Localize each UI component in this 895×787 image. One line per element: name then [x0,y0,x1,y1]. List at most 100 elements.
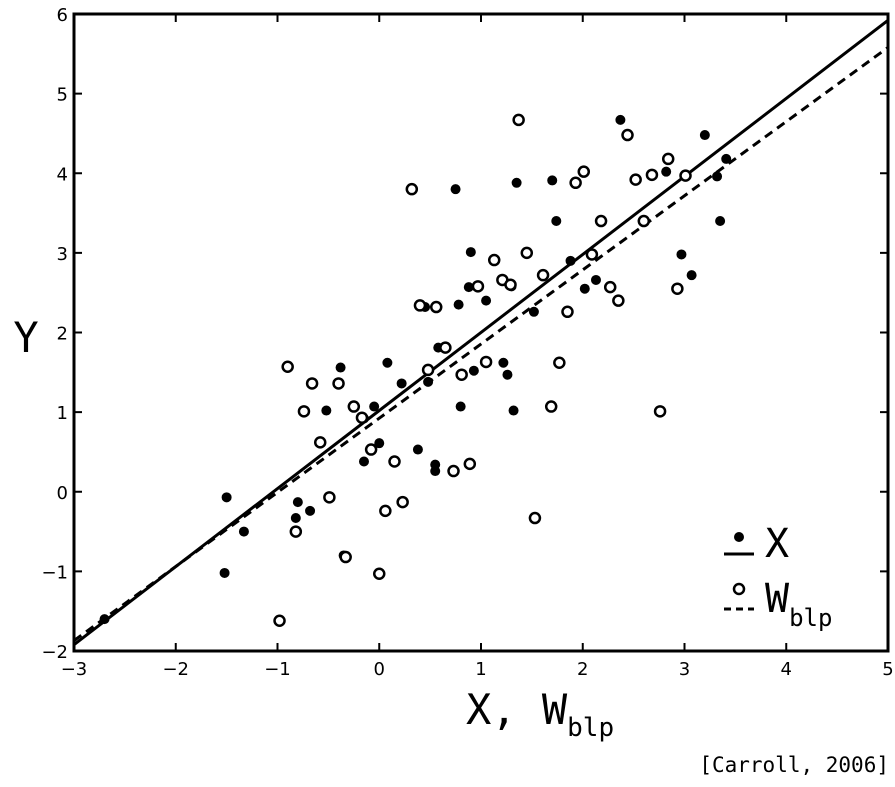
y-tick-label-8: 6 [57,5,68,26]
x-tick-label-7: 4 [781,659,792,680]
point-w-4 [305,377,319,390]
point-x-32 [508,405,519,416]
y-tick-label-2: 0 [57,483,68,504]
x-axis-label-subscript: blp [567,713,614,743]
point-w-21 [447,464,460,478]
legend: X Wblp [724,521,832,632]
point-w-33 [544,400,558,413]
point-x-41 [661,166,672,177]
point-w-9 [347,400,361,413]
point-w-17 [413,299,427,312]
x-tick-label-3: 0 [374,659,385,680]
point-x-23 [453,299,464,310]
point-x-43 [686,270,697,281]
point-x-29 [498,357,509,368]
point-w-38 [585,248,599,261]
point-w-34 [553,356,566,370]
point-w-14 [388,455,401,468]
point-w-0 [273,614,286,627]
point-w-5 [313,436,327,449]
y-tick-label-3: 1 [57,403,68,424]
point-x-11 [369,401,380,412]
point-w-26 [487,253,501,267]
point-w-32 [536,268,550,282]
x-tick-label-8: 5 [882,659,893,680]
point-w-2 [289,525,303,538]
point-x-18 [423,376,434,387]
point-x-33 [511,177,522,188]
point-w-41 [612,294,625,307]
point-w-39 [594,214,608,228]
point-x-30 [502,369,513,380]
point-x-7 [321,405,332,416]
point-x-42 [676,249,687,260]
point-x-38 [579,283,590,294]
point-w-10 [355,411,369,424]
point-w-48 [671,282,684,295]
point-w-47 [661,152,675,166]
x-axis-label: X, Wblp [466,685,614,743]
point-w-37 [577,165,591,178]
point-w-40 [603,280,617,294]
point-x-36 [551,216,562,227]
y-axis-label: Y [13,313,38,362]
point-x-12 [374,438,385,449]
point-x-44 [699,130,710,141]
point-w-12 [373,567,386,581]
point-w-13 [379,504,392,518]
point-w-6 [323,491,336,504]
legend-label-w-subscript: blp [789,604,832,632]
y-tick-label-4: 2 [57,324,68,345]
legend-label-w-main: W [765,576,790,622]
point-w-30 [520,246,534,260]
x-tick-label-5: 2 [577,659,588,680]
point-x-16 [412,444,423,455]
point-w-36 [569,176,582,190]
point-w-42 [621,128,634,142]
point-x-13 [382,357,393,368]
point-w-44 [637,214,651,228]
point-x-20 [430,466,441,477]
point-w-15 [396,495,409,509]
fit-line-w [73,46,889,642]
y-tick-label-1: −1 [41,562,68,583]
x-tick-label-0: −3 [61,659,88,680]
point-x-37 [565,255,576,266]
point-x-0 [99,614,110,625]
point-w-45 [645,168,659,182]
point-w-8 [339,550,352,564]
point-x-14 [358,456,369,467]
point-x-45 [712,171,723,182]
point-x-46 [715,216,726,227]
point-x-8 [335,362,346,373]
point-w-16 [405,182,419,196]
legend-label-x: X [765,521,789,567]
point-w-18 [421,363,435,377]
point-w-1 [281,360,294,373]
point-w-25 [479,355,493,369]
point-x-22 [450,184,461,195]
point-w-43 [629,173,642,186]
point-w-19 [429,300,443,314]
y-tick-label-0: −2 [41,642,68,663]
point-x-24 [455,401,466,412]
y-tick-label-5: 3 [57,244,68,265]
citation: [Carroll, 2006] [699,753,889,777]
x-tick-label-2: −1 [264,659,291,680]
point-w-23 [463,457,477,471]
point-w-24 [471,280,485,293]
point-w-31 [528,511,542,525]
legend-label-w: Wblp [765,576,832,632]
plot-marks [73,19,889,646]
x-tick-label-1: −2 [162,659,189,680]
point-x-39 [590,274,601,285]
point-x-6 [305,505,316,516]
point-w-7 [332,377,345,390]
point-x-4 [292,497,303,508]
x-axis-label-main: X, W [466,685,568,734]
point-w-20 [439,341,452,354]
point-x-35 [547,175,558,186]
point-x-47 [721,153,732,164]
